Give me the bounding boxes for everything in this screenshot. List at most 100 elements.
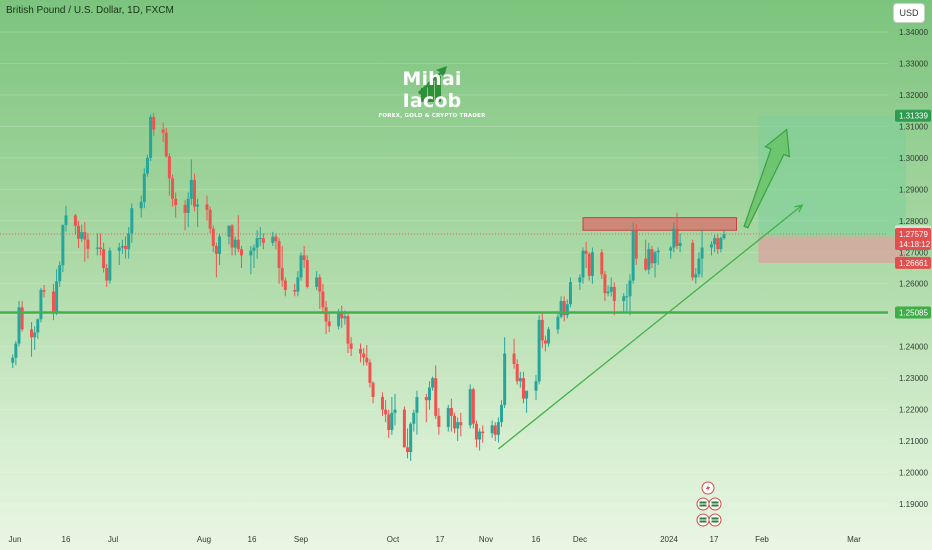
candle-body[interactable] — [227, 225, 231, 237]
candle-body[interactable] — [709, 244, 713, 248]
candle-body[interactable] — [568, 282, 572, 305]
candle-body[interactable] — [543, 340, 547, 344]
candle-body[interactable] — [669, 247, 673, 251]
candle-body[interactable] — [17, 307, 21, 344]
candle-body[interactable] — [58, 265, 62, 282]
candle-body[interactable] — [302, 255, 306, 261]
candle-body[interactable] — [208, 209, 212, 229]
candle-body[interactable] — [590, 252, 594, 276]
candle-body[interactable] — [280, 268, 284, 281]
candle-body[interactable] — [512, 353, 516, 364]
candle-body[interactable] — [161, 129, 165, 133]
candle-body[interactable] — [152, 116, 156, 130]
candle-body[interactable] — [73, 215, 77, 226]
candle-body[interactable] — [456, 422, 460, 429]
candle-body[interactable] — [98, 247, 102, 250]
candle-body[interactable] — [474, 423, 478, 440]
candle-body[interactable] — [324, 307, 328, 322]
candle-body[interactable] — [603, 274, 607, 294]
candle-body[interactable] — [556, 316, 560, 330]
resistance-zone[interactable] — [582, 217, 738, 231]
candle-body[interactable] — [343, 316, 347, 319]
candle-body[interactable] — [387, 414, 391, 431]
candle-body[interactable] — [239, 249, 243, 256]
candle-body[interactable] — [359, 348, 363, 354]
candle-body[interactable] — [628, 280, 632, 297]
candle-body[interactable] — [650, 249, 654, 264]
candle-body[interactable] — [691, 242, 695, 278]
candle-body[interactable] — [656, 250, 660, 253]
flag-event-icon[interactable] — [708, 513, 722, 527]
candle-body[interactable] — [186, 198, 190, 213]
candle-body[interactable] — [578, 277, 582, 283]
candle-body[interactable] — [340, 312, 344, 319]
candle-body[interactable] — [371, 382, 375, 398]
candle-body[interactable] — [481, 431, 485, 434]
candle-body[interactable] — [700, 247, 704, 259]
candle-body[interactable] — [124, 245, 128, 250]
candle-body[interactable] — [622, 296, 626, 302]
candle-body[interactable] — [192, 179, 196, 207]
candle-body[interactable] — [694, 274, 698, 278]
candle-body[interactable] — [218, 236, 222, 254]
candle-body[interactable] — [51, 291, 55, 313]
candle-body[interactable] — [252, 247, 256, 251]
candle-body[interactable] — [205, 204, 209, 210]
candle-body[interactable] — [164, 132, 168, 157]
candle-body[interactable] — [518, 378, 522, 382]
trendline[interactable] — [497, 204, 803, 450]
candle-body[interactable] — [368, 362, 372, 383]
candle-body[interactable] — [277, 241, 281, 268]
candle-body[interactable] — [402, 409, 406, 448]
candle-body[interactable] — [299, 255, 303, 278]
candle-body[interactable] — [647, 249, 651, 270]
candle-body[interactable] — [493, 425, 497, 435]
candle-body[interactable] — [449, 408, 453, 416]
flag-event-icon[interactable] — [708, 497, 722, 511]
candle-body[interactable] — [409, 423, 413, 453]
candle-body[interactable] — [189, 179, 193, 199]
candle-body[interactable] — [565, 304, 569, 316]
candle-body[interactable] — [142, 173, 146, 202]
candle-body[interactable] — [14, 343, 18, 358]
candle-body[interactable] — [584, 250, 588, 254]
candle-body[interactable] — [431, 378, 435, 388]
candle-body[interactable] — [362, 353, 366, 358]
candle-body[interactable] — [562, 301, 566, 316]
candle-body[interactable] — [453, 415, 457, 429]
candle-body[interactable] — [468, 389, 472, 426]
candle-body[interactable] — [496, 422, 500, 435]
candle-body[interactable] — [171, 178, 175, 199]
candle-body[interactable] — [515, 363, 519, 382]
candle-body[interactable] — [83, 232, 87, 240]
candle-body[interactable] — [427, 387, 431, 401]
candle-body[interactable] — [108, 250, 112, 281]
candle-body[interactable] — [540, 319, 544, 341]
candle-body[interactable] — [471, 389, 475, 424]
candle-body[interactable] — [625, 296, 629, 298]
candle-body[interactable] — [534, 381, 538, 391]
candle-body[interactable] — [587, 253, 591, 276]
candle-body[interactable] — [61, 224, 65, 266]
candle-body[interactable] — [490, 425, 494, 434]
candle-body[interactable] — [631, 230, 635, 281]
candle-body[interactable] — [20, 307, 24, 330]
candle-body[interactable] — [80, 232, 84, 239]
candle-body[interactable] — [283, 280, 287, 291]
candle-body[interactable] — [672, 228, 676, 248]
lightning-event-icon[interactable] — [701, 481, 715, 495]
candle-body[interactable] — [415, 397, 419, 413]
candles[interactable] — [11, 112, 726, 461]
candle-body[interactable] — [719, 238, 723, 250]
candle-body[interactable] — [393, 409, 397, 413]
candle-body[interactable] — [606, 291, 610, 294]
candle-body[interactable] — [318, 277, 322, 292]
candle-body[interactable] — [196, 204, 200, 207]
candle-body[interactable] — [327, 321, 331, 327]
candle-body[interactable] — [713, 238, 717, 245]
candle-body[interactable] — [653, 252, 657, 264]
candle-body[interactable] — [521, 378, 525, 399]
forecast-arrow[interactable] — [743, 128, 791, 229]
candle-body[interactable] — [255, 238, 259, 248]
